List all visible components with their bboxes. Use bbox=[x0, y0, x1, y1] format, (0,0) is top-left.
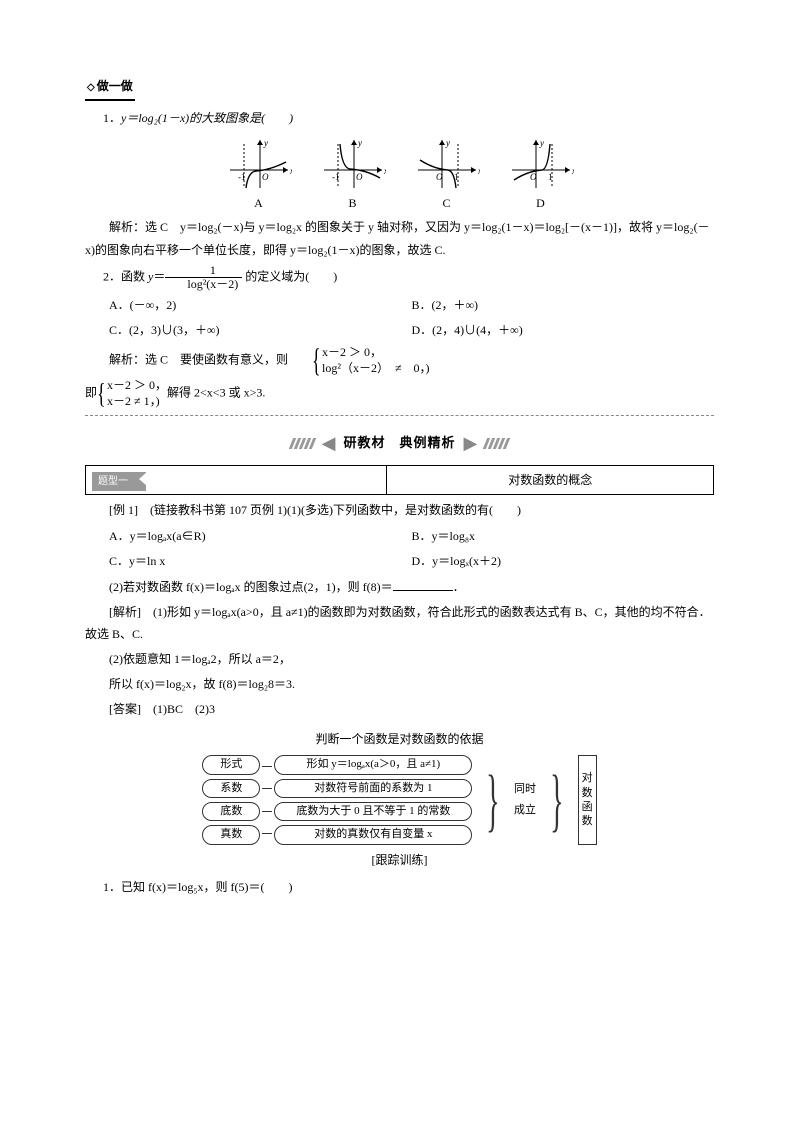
graph-option-a: x y -1 O A bbox=[226, 136, 292, 215]
side-text-1: 同时 成立 bbox=[514, 755, 536, 845]
ex1-options: A．y＝logₐx(a∈R) B．y＝log₈x C．y＝ln x D．y＝lo… bbox=[109, 524, 714, 574]
svg-text:1: 1 bbox=[548, 172, 553, 182]
svg-text:x: x bbox=[477, 166, 480, 176]
q2-solution-line2: 即x－2 ＞ 0，x－2 ≠ 1，)解得 2<x<3 或 x>3. bbox=[85, 378, 714, 409]
ex1-stem: [例 1] (链接教科书第 107 页例 1)(1)(多选)下列函数中，是对数函… bbox=[85, 499, 714, 522]
ex1-opt-a: A．y＝logₐx(a∈R) bbox=[109, 525, 412, 548]
tracking-practice-label: [跟踪训练] bbox=[85, 849, 714, 872]
criteria-title: 判断一个函数是对数函数的依据 bbox=[85, 728, 714, 751]
svg-text:y: y bbox=[357, 138, 362, 148]
topic-tag: 题型一 bbox=[92, 472, 146, 491]
topic-tag-cell: 题型一 bbox=[86, 465, 387, 495]
q1-graph-options: x y -1 O A x y -1 O B x y O 1 bbox=[85, 136, 714, 215]
crit-desc-2: 底数为大于 0 且不等于 1 的常数 bbox=[274, 802, 472, 821]
section-divider: ◀ 研教材 典例精析 ▶ bbox=[85, 426, 714, 460]
graph-label-c: C bbox=[414, 192, 480, 215]
svg-text:x: x bbox=[289, 166, 292, 176]
svg-text:y: y bbox=[263, 138, 268, 148]
criteria-labels-col: 形式 系数 底数 真数 bbox=[202, 755, 260, 845]
svg-text:x: x bbox=[571, 166, 574, 176]
crit-label-1: 系数 bbox=[202, 779, 260, 798]
q2-options: A．(－∞，2) B．(2，＋∞) C．(2，3)∪(3，＋∞) D．(2，4)… bbox=[109, 293, 714, 343]
graph-label-a: A bbox=[226, 192, 292, 215]
q2-opt-b: B．(2，＋∞) bbox=[412, 294, 715, 317]
ex1-sol2: (2)依题意知 1＝logₐ2，所以 a＝2， bbox=[85, 648, 714, 671]
q2-stem: 2．函数 y＝1log²(x－2) 的定义域为( ) bbox=[85, 264, 714, 291]
side-box-result: 对数函数 bbox=[578, 755, 597, 845]
crit-desc-3: 对数的真数仅有自变量 x bbox=[274, 825, 472, 844]
fill-blank bbox=[393, 579, 453, 591]
q2-brace1: x－2 ＞ 0，log²（x－2） ≠ 0，) bbox=[288, 345, 430, 376]
ex1-answer: [答案] (1)BC (2)3 bbox=[85, 698, 714, 721]
divider-text: 研教材 典例精析 bbox=[343, 431, 455, 456]
svg-text:y: y bbox=[445, 138, 450, 148]
q2-solution-line1: 解析：选 C 要使函数有意义，则x－2 ＞ 0，log²（x－2） ≠ 0，) bbox=[85, 345, 714, 376]
topic-table: 题型一 对数函数的概念 bbox=[85, 465, 714, 496]
ex1-sol1: [解析] (1)形如 y＝logₐx(a>0，且 a≠1)的函数即为对数函数，符… bbox=[85, 601, 714, 647]
divider-line bbox=[85, 415, 714, 416]
try-it-heading: 做一做 bbox=[85, 75, 135, 101]
svg-text:1: 1 bbox=[454, 172, 459, 182]
arrow-right-icon: ▶ bbox=[464, 426, 478, 460]
ex1-opt-c: C．y＝ln x bbox=[109, 550, 412, 573]
q2-opt-a: A．(－∞，2) bbox=[109, 294, 412, 317]
ex1-opt-d: D．y＝logₓ(x＋2) bbox=[412, 550, 715, 573]
crit-label-2: 底数 bbox=[202, 802, 260, 821]
svg-text:O: O bbox=[530, 172, 537, 182]
q1-stem: 1．y＝log₂(1－x)的大致图象是( ) bbox=[85, 107, 714, 130]
ex1-part2: (2)若对数函数 f(x)＝logₐx 的图象过点(2，1)，则 f(8)＝． bbox=[85, 576, 714, 599]
q1-solution: 解析：选 C y＝log₂(－x)与 y＝log₂x 的图象关于 y 轴对称，又… bbox=[85, 216, 714, 262]
ex1-opt-b: B．y＝log₈x bbox=[412, 525, 715, 548]
graph-option-d: x y O 1 D bbox=[508, 136, 574, 215]
svg-text:x: x bbox=[383, 166, 386, 176]
q2-opt-d: D．(2，4)∪(4，＋∞) bbox=[412, 319, 715, 342]
svg-text:O: O bbox=[356, 172, 363, 182]
crit-desc-0: 形如 y＝logₐx(a＞0，且 a≠1) bbox=[274, 755, 472, 774]
svg-text:-1: -1 bbox=[238, 172, 246, 182]
arrow-left-icon: ◀ bbox=[322, 426, 336, 460]
topic-title: 对数函数的概念 bbox=[387, 465, 714, 495]
q2-opt-c: C．(2，3)∪(3，＋∞) bbox=[109, 319, 412, 342]
graph-label-b: B bbox=[320, 192, 386, 215]
criteria-desc-col: 形如 y＝logₐx(a＞0，且 a≠1) 对数符号前面的系数为 1 底数为大于… bbox=[274, 755, 472, 845]
q3-stem: 1．已知 f(x)＝log₅x，则 f(5)＝( ) bbox=[85, 876, 714, 899]
svg-text:O: O bbox=[262, 172, 269, 182]
q1-expr: y＝log₂(1－x)的大致图象是( ) bbox=[121, 111, 293, 125]
graph-option-c: x y O 1 C bbox=[414, 136, 480, 215]
crit-label-0: 形式 bbox=[202, 755, 260, 774]
svg-text:-1: -1 bbox=[332, 172, 340, 182]
crit-desc-1: 对数符号前面的系数为 1 bbox=[274, 779, 472, 798]
graph-label-d: D bbox=[508, 192, 574, 215]
svg-text:y: y bbox=[539, 138, 544, 148]
connector-1 bbox=[260, 755, 274, 845]
crit-label-3: 真数 bbox=[202, 825, 260, 844]
ex1-sol3: 所以 f(x)＝log₂x，故 f(8)＝log₂8＝3. bbox=[85, 673, 714, 696]
q2-fraction: 1log²(x－2) bbox=[165, 264, 242, 291]
brace-1: } bbox=[472, 755, 514, 845]
graph-option-b: x y -1 O B bbox=[320, 136, 386, 215]
criteria-diagram: 形式 系数 底数 真数 形如 y＝logₐx(a＞0，且 a≠1) 对数符号前面… bbox=[85, 755, 714, 845]
q2-brace2: x－2 ＞ 0，x－2 ≠ 1，) bbox=[97, 378, 167, 409]
svg-text:O: O bbox=[436, 172, 443, 182]
brace-2: } bbox=[536, 755, 578, 845]
